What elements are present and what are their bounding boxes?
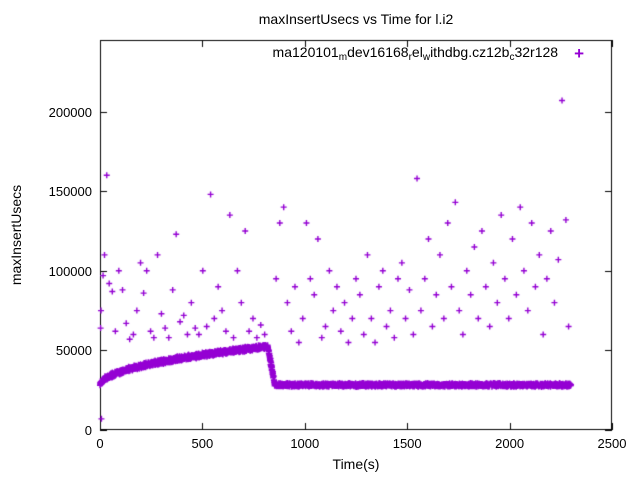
legend-label-subscript: c [509, 52, 515, 63]
x-tick-label: 500 [191, 436, 214, 451]
legend-label-segment: el [411, 44, 423, 60]
y-tick-label: 150000 [48, 184, 92, 200]
y-tick-label: 100000 [48, 263, 92, 279]
legend-label-segment: dev16168 [347, 44, 409, 60]
x-tick-label: 0 [96, 436, 104, 451]
legend-label-subscript: r [408, 52, 412, 63]
y-tick-label: 200000 [48, 104, 92, 120]
legend-label-segment: ma120101 [272, 44, 339, 60]
x-tick-label: 1500 [392, 436, 422, 451]
legend-label-segment: 32r128 [514, 44, 559, 60]
x-tick-label: 1000 [290, 436, 320, 451]
legend-label-subscript: m [338, 52, 348, 63]
legend-entry: ma120101mdev16168relwithdbg.cz12bc32r128… [273, 44, 584, 63]
x-axis-label: Time(s) [332, 456, 380, 472]
x-tick-label: 2500 [597, 436, 627, 451]
legend-label-segment: ithdbg.cz12b [430, 44, 510, 60]
legend-label-subscript: w [422, 52, 431, 63]
y-tick-label: 0 [84, 423, 92, 438]
chart-title: maxInsertUsecs vs Time for l.i2 [258, 11, 454, 27]
legend-marker: + [574, 43, 584, 63]
legend-label: ma120101mdev16168relwithdbg.cz12bc32r128 [273, 44, 559, 63]
x-tick-label: 2000 [495, 436, 525, 451]
y-tick-label: 50000 [55, 343, 92, 359]
